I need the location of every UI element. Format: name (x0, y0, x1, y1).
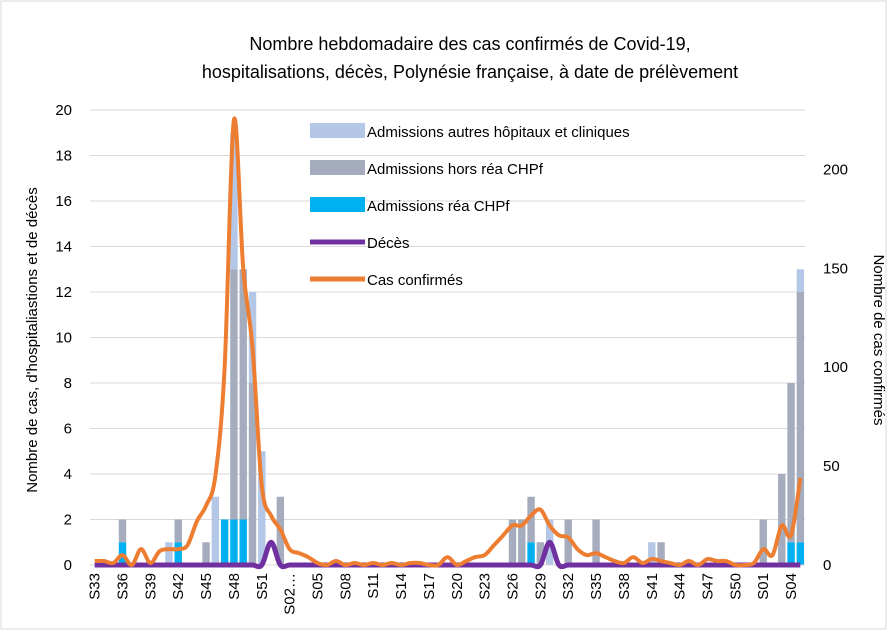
y2-tick-label: 50 (823, 458, 840, 475)
x-tick-label: S23 (477, 573, 494, 600)
bar (564, 519, 572, 565)
y-tick-label: 16 (55, 193, 72, 210)
x-tick-label: S32 (560, 573, 577, 600)
bar (527, 542, 535, 565)
x-tick-label: S44 (672, 573, 689, 600)
y2-tick-label: 150 (823, 260, 848, 277)
y-tick-label: 18 (55, 148, 72, 165)
x-tick-label: S48 (226, 573, 243, 600)
bar (174, 542, 182, 565)
y-axis-title: Nombre de cas, d'hospitaliastions et de … (24, 187, 41, 493)
x-tick-label: S33 (87, 573, 104, 600)
y-tick-label: 8 (64, 375, 72, 392)
y-tick-label: 20 (55, 102, 72, 119)
x-tick-label: S42 (170, 573, 187, 600)
legend-swatch (310, 123, 365, 138)
x-tick-label: S20 (449, 573, 466, 600)
x-tick-label: S02… (282, 573, 299, 615)
bar (592, 519, 600, 565)
x-tick-label: S17 (421, 573, 438, 600)
x-tick-label: S08 (337, 573, 354, 600)
legend-swatch (310, 197, 365, 212)
legend-label: Admissions réa CHPf (367, 198, 510, 215)
y-tick-label: 14 (55, 239, 72, 256)
legend-label: Cas confirmés (367, 272, 463, 289)
x-tick-label: S35 (588, 573, 605, 600)
line-series (94, 116, 803, 568)
bar (118, 519, 127, 543)
x-tick-label: S04 (783, 573, 800, 600)
bar (202, 542, 210, 565)
bar (220, 519, 229, 565)
y-tick-label: 6 (64, 421, 72, 438)
x-tick-label: S14 (393, 573, 410, 600)
x-tick-label: S01 (755, 573, 772, 600)
y2-tick-label: 0 (823, 557, 831, 574)
x-tick-label: S29 (532, 573, 549, 600)
y-tick-label: 10 (55, 330, 72, 347)
y2-tick-label: 100 (823, 359, 848, 376)
x-tick-label: S38 (616, 573, 633, 600)
bar (211, 496, 220, 565)
bar (759, 519, 767, 565)
x-tick-label: S50 (727, 573, 744, 600)
x-tick-label: S45 (198, 573, 215, 600)
bar (648, 542, 656, 565)
bar (165, 542, 173, 565)
bar (239, 519, 247, 565)
y-tick-label: 0 (64, 557, 72, 574)
x-tick-label: S36 (115, 573, 132, 600)
x-tick-label: S26 (505, 573, 522, 600)
y-tick-label: 12 (55, 284, 72, 301)
bar (239, 269, 247, 520)
bar (230, 519, 238, 565)
x-tick-label: S11 (365, 573, 382, 599)
bar (778, 474, 786, 565)
bar (518, 519, 526, 565)
x-tick-label: S47 (700, 573, 717, 600)
chart-title: Nombre hebdomadaire des cas confirmés de… (249, 34, 690, 54)
bar (796, 269, 805, 292)
legend-swatch (310, 160, 365, 175)
x-tick-label: S39 (142, 573, 159, 600)
x-tick-label: S05 (310, 573, 327, 600)
bar (787, 542, 795, 565)
y-tick-label: 4 (64, 466, 72, 483)
bar (230, 269, 238, 520)
bar (796, 292, 805, 543)
bar (508, 519, 517, 565)
legend-label: Décès (367, 235, 410, 252)
legend-label: Admissions hors réa CHPf (367, 161, 544, 178)
x-tick-label: S51 (254, 573, 271, 600)
bar (527, 496, 535, 543)
legend-label: Admissions autres hôpitaux et cliniques (367, 124, 630, 141)
y-tick-label: 2 (64, 512, 72, 529)
bar (174, 519, 182, 543)
y2-axis-title: Nombre de cas confirmés (870, 255, 887, 426)
bar (787, 383, 795, 543)
bar (536, 542, 545, 565)
bar (248, 383, 257, 565)
bar (796, 542, 805, 565)
x-tick-label: S41 (644, 573, 661, 600)
y2-tick-label: 200 (823, 161, 848, 178)
bar (258, 451, 266, 565)
bar (230, 132, 238, 270)
chart-title: hospitalisations, décès, Polynésie franç… (202, 62, 738, 82)
bar (657, 542, 665, 565)
